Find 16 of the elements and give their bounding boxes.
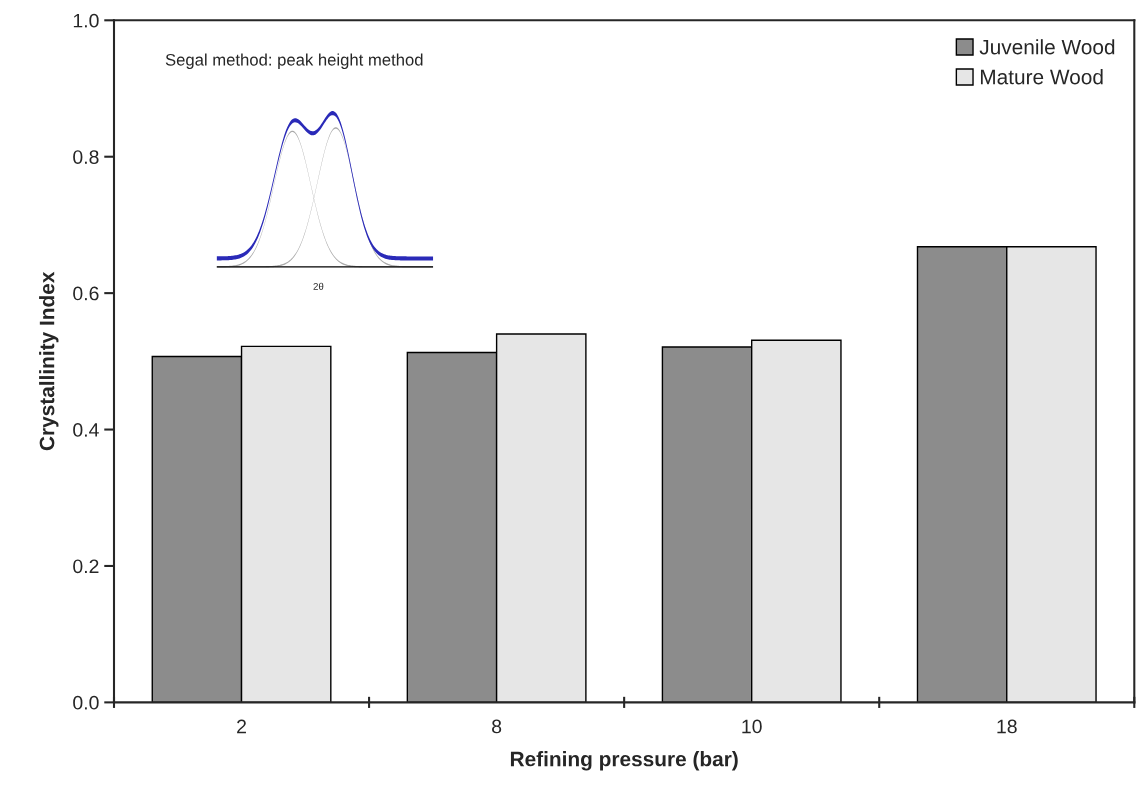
annotation: 2θ — [313, 282, 324, 290]
x-tick-label: 2 — [237, 719, 246, 734]
y-tick-label: 0.8 — [73, 150, 99, 164]
x-axis-title: Refining pressure (bar) — [510, 751, 738, 771]
legend-label: Juvenile Wood — [979, 39, 1115, 55]
x-tick-label: 10 — [742, 719, 762, 734]
y-tick-label: 0.6 — [73, 286, 99, 301]
x-tick-label: 18 — [997, 719, 1017, 734]
annotation: Segal method: peak height method — [165, 53, 423, 69]
y-tick-label: 0.0 — [73, 695, 99, 710]
y-tick-label: 0.4 — [73, 423, 99, 437]
x-tick-label: 8 — [492, 719, 502, 734]
y-axis-title: Crystallinity Index — [39, 271, 59, 451]
y-tick-label: 0.2 — [73, 559, 99, 574]
legend-label: Mature Wood — [980, 69, 1103, 85]
y-tick-label: 1.0 — [73, 13, 99, 28]
